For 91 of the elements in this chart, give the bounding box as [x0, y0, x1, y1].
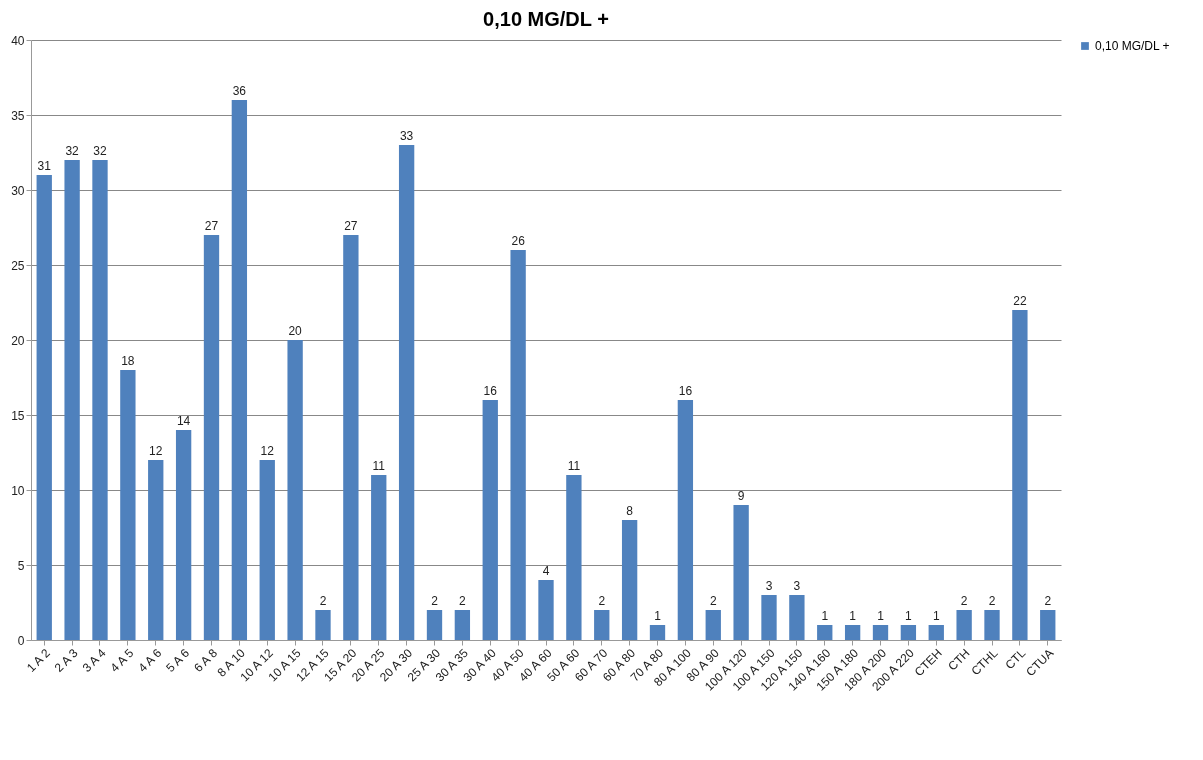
data-label: 32	[93, 144, 107, 158]
data-label: 1	[654, 609, 662, 623]
bar	[1040, 610, 1056, 640]
legend-label: 0,10 MG/DL +	[1095, 39, 1170, 53]
bar	[36, 175, 52, 640]
y-tick-label: 0	[17, 633, 25, 648]
bar	[677, 400, 694, 640]
x-tick-label: 4 A 5	[107, 645, 137, 675]
bar	[92, 160, 108, 640]
data-label: 32	[65, 144, 80, 158]
data-label: 2	[459, 594, 467, 608]
data-label: 27	[204, 219, 219, 233]
bar	[733, 505, 749, 640]
data-label: 12	[260, 444, 275, 458]
y-tick-label: 5	[17, 558, 25, 573]
data-label: 27	[344, 219, 358, 233]
bar	[482, 400, 498, 640]
data-label: 36	[232, 84, 247, 98]
data-label: 1	[849, 609, 857, 623]
y-tick-label: 40	[11, 33, 25, 48]
data-label: 1	[877, 609, 885, 623]
data-label: 3	[765, 579, 773, 593]
data-label: 2	[431, 594, 439, 608]
data-label: 9	[737, 489, 745, 503]
data-label: 11	[567, 459, 581, 473]
x-tick-label: 2 A 3	[51, 645, 81, 675]
data-label: 16	[483, 384, 498, 398]
bar	[343, 235, 359, 640]
bar	[649, 625, 666, 640]
data-label: 11	[372, 459, 386, 473]
x-tick-label: 4 A 6	[135, 645, 165, 675]
bar	[956, 610, 972, 640]
bar	[1012, 310, 1028, 640]
bar	[984, 610, 1000, 640]
bar	[454, 610, 471, 640]
bar	[148, 460, 164, 640]
bar	[287, 340, 303, 640]
bar	[203, 235, 220, 640]
bar	[120, 370, 136, 640]
bar	[538, 580, 554, 640]
data-label: 2	[960, 594, 968, 608]
x-tick-label: 1 A 2	[23, 645, 53, 675]
bar	[371, 475, 387, 640]
data-label: 20	[288, 324, 303, 338]
data-label: 1	[905, 609, 913, 623]
bar	[761, 595, 777, 640]
y-tick-label: 10	[11, 483, 25, 498]
data-label: 22	[1013, 294, 1027, 308]
data-label: 2	[1044, 594, 1052, 608]
y-tick-label: 15	[11, 408, 25, 423]
bar	[566, 475, 582, 640]
data-label: 12	[149, 444, 163, 458]
bar	[315, 610, 331, 640]
bar	[705, 610, 721, 640]
data-label: 8	[626, 504, 634, 518]
bar	[231, 100, 248, 640]
bar	[594, 610, 610, 640]
chart-title: 0,10 MG/DL +	[483, 8, 609, 30]
y-tick-label: 35	[11, 108, 25, 123]
data-label: 26	[511, 234, 526, 248]
bar	[426, 610, 443, 640]
data-label: 2	[598, 594, 606, 608]
data-label: 2	[319, 594, 327, 608]
x-tick-label: 3 A 4	[79, 645, 109, 675]
x-tick-label: 5 A 6	[163, 645, 193, 675]
bar	[928, 625, 944, 640]
y-tick-label: 25	[11, 258, 25, 273]
y-tick-label: 30	[11, 183, 25, 198]
data-label: 16	[678, 384, 693, 398]
bar	[175, 430, 192, 640]
data-label: 3	[793, 579, 801, 593]
bar	[872, 625, 889, 640]
bar	[259, 460, 275, 640]
bar	[817, 625, 833, 640]
bar	[64, 160, 80, 640]
bar	[900, 625, 917, 640]
bar	[621, 520, 638, 640]
data-label: 2	[988, 594, 996, 608]
bar	[789, 595, 805, 640]
data-label: 33	[399, 129, 414, 143]
bar	[398, 145, 415, 640]
data-label: 4	[542, 564, 550, 578]
data-label: 18	[121, 354, 135, 368]
y-tick-label: 20	[11, 333, 25, 348]
data-label: 14	[176, 414, 191, 428]
data-label: 2	[709, 594, 717, 608]
bar	[510, 250, 526, 640]
data-label: 1	[821, 609, 829, 623]
bar	[844, 625, 861, 640]
data-label: 1	[932, 609, 940, 623]
data-label: 31	[37, 159, 52, 173]
